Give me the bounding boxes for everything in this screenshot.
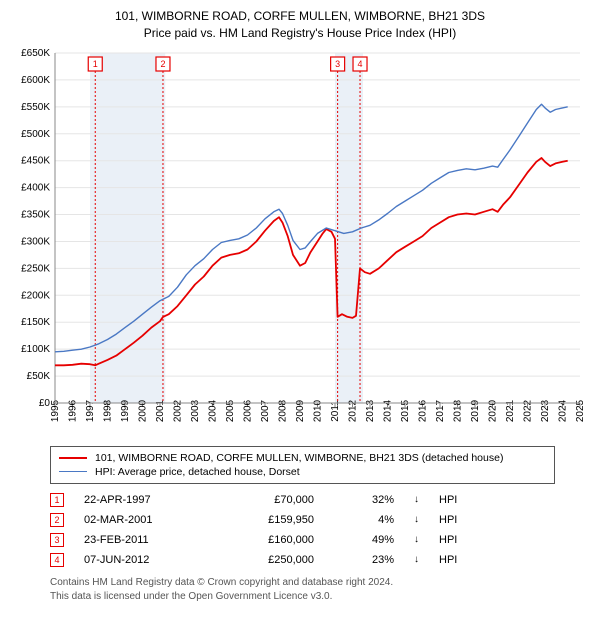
svg-text:1: 1	[93, 59, 98, 69]
svg-text:£350K: £350K	[21, 209, 50, 220]
svg-text:£250K: £250K	[21, 263, 50, 274]
event-marker: 1	[50, 493, 64, 507]
svg-text:£450K: £450K	[21, 155, 50, 166]
event-row: 3 23-FEB-2011 £160,000 49% ↓ HPI	[50, 530, 590, 550]
event-date: 02-MAR-2001	[84, 514, 204, 526]
down-arrow-icon: ↓	[414, 514, 419, 525]
svg-text:£100K: £100K	[21, 344, 50, 355]
legend-row: 101, WIMBORNE ROAD, CORFE MULLEN, WIMBOR…	[59, 451, 546, 465]
svg-text:£400K: £400K	[21, 182, 50, 193]
svg-text:£600K: £600K	[21, 75, 50, 86]
legend-swatch	[59, 457, 87, 459]
svg-text:£0: £0	[39, 398, 51, 409]
chart-svg: £0 £50K £100K £150K £200K £250K £300K £350K £400…	[10, 48, 590, 438]
event-marker: 3	[50, 533, 64, 547]
event-date: 23-FEB-2011	[84, 534, 204, 546]
legend-label: 101, WIMBORNE ROAD, CORFE MULLEN, WIMBOR…	[95, 452, 503, 464]
svg-text:3: 3	[335, 59, 340, 69]
price-chart: £0 £50K £100K £150K £200K £250K £300K £350K £400…	[10, 48, 590, 438]
event-date: 22-APR-1997	[84, 494, 204, 506]
event-marker: 2	[50, 513, 64, 527]
chart-title: 101, WIMBORNE ROAD, CORFE MULLEN, WIMBOR…	[10, 8, 590, 42]
down-arrow-icon: ↓	[414, 554, 419, 565]
event-row: 4 07-JUN-2012 £250,000 23% ↓ HPI	[50, 550, 590, 570]
event-pct: 49%	[334, 534, 394, 546]
event-pct: 4%	[334, 514, 394, 526]
footer-line-2: This data is licensed under the Open Gov…	[50, 590, 590, 604]
event-row: 2 02-MAR-2001 £159,950 4% ↓ HPI	[50, 510, 590, 530]
legend-swatch	[59, 471, 87, 473]
svg-text:4: 4	[358, 59, 363, 69]
event-price: £160,000	[224, 534, 314, 546]
svg-text:£500K: £500K	[21, 128, 50, 139]
title-line-1: 101, WIMBORNE ROAD, CORFE MULLEN, WIMBOR…	[10, 8, 590, 25]
svg-text:£200K: £200K	[21, 290, 50, 301]
title-line-2: Price paid vs. HM Land Registry's House …	[10, 25, 590, 42]
svg-text:£300K: £300K	[21, 236, 50, 247]
svg-text:2: 2	[160, 59, 165, 69]
event-price: £250,000	[224, 554, 314, 566]
event-hpi-tag: HPI	[439, 554, 489, 566]
event-pct: 23%	[334, 554, 394, 566]
footer-line-1: Contains HM Land Registry data © Crown c…	[50, 576, 590, 590]
legend-label: HPI: Average price, detached house, Dors…	[95, 466, 300, 478]
event-date: 07-JUN-2012	[84, 554, 204, 566]
event-table: 1 22-APR-1997 £70,000 32% ↓ HPI 2 02-MAR-2001 £1…	[50, 490, 590, 570]
event-price: £159,950	[224, 514, 314, 526]
event-hpi-tag: HPI	[439, 534, 489, 546]
legend: 101, WIMBORNE ROAD, CORFE MULLEN, WIMBOR…	[50, 446, 555, 484]
down-arrow-icon: ↓	[414, 534, 419, 545]
svg-text:£550K: £550K	[21, 101, 50, 112]
event-marker: 4	[50, 553, 64, 567]
svg-text:£650K: £650K	[21, 48, 50, 59]
legend-row: HPI: Average price, detached house, Dors…	[59, 465, 546, 479]
event-price: £70,000	[224, 494, 314, 506]
event-hpi-tag: HPI	[439, 514, 489, 526]
event-hpi-tag: HPI	[439, 494, 489, 506]
down-arrow-icon: ↓	[414, 494, 419, 505]
svg-text:£150K: £150K	[21, 317, 50, 328]
event-pct: 32%	[334, 494, 394, 506]
event-row: 1 22-APR-1997 £70,000 32% ↓ HPI	[50, 490, 590, 510]
svg-text:£50K: £50K	[27, 371, 51, 382]
footer: Contains HM Land Registry data © Crown c…	[50, 576, 590, 604]
